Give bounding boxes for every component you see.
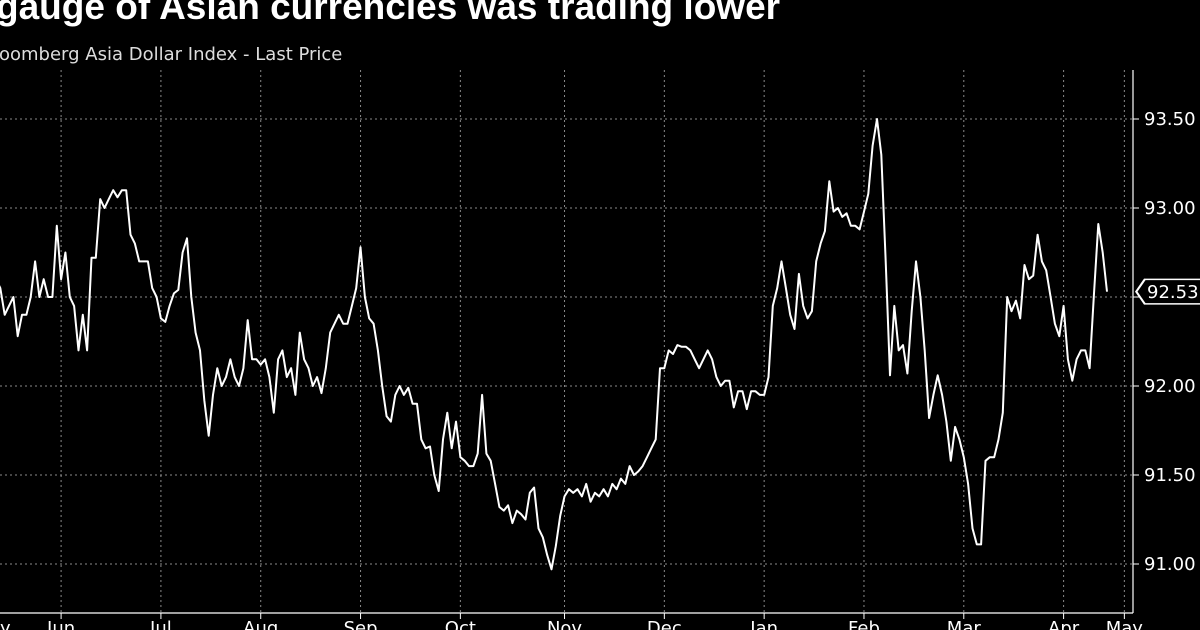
x-tick-label: y: [0, 618, 11, 630]
y-tick-label: 93.50: [1144, 109, 1196, 130]
y-tick-label: 91.50: [1144, 465, 1196, 486]
chart-title: gauge of Asian currencies was trading lo…: [0, 0, 781, 27]
x-tick-label: Sep: [344, 618, 378, 630]
x-tick-label: May: [1106, 618, 1144, 630]
last-value-badge: 92.53: [1135, 278, 1200, 305]
y-tick-label: 92.00: [1144, 376, 1196, 397]
x-tick-label: Dec: [647, 618, 682, 630]
x-tick-label: Feb: [848, 618, 880, 630]
y-tick-label: 91.00: [1144, 554, 1196, 575]
x-tick-label: Oct: [445, 618, 476, 630]
x-tick-label: Jun: [46, 618, 75, 630]
x-tick-label: Jan: [749, 618, 778, 630]
chart-subtitle: loomberg Asia Dollar Index - Last Price: [0, 44, 343, 65]
x-tick-label: Aug: [243, 618, 278, 630]
x-tick-label: Apr: [1048, 618, 1080, 630]
last-value-badge-inner: [1137, 280, 1200, 304]
x-tick-label: Mar: [947, 618, 982, 630]
series-line: [0, 118, 1108, 571]
x-axis: y Jun Jul Aug Sep Oct Nov Dec Jan Feb Mar Apr May: [0, 612, 1144, 630]
y-tick-label: 93.00: [1144, 198, 1196, 219]
grid-lines: [0, 70, 1133, 613]
last-value-label: 92.53: [1147, 282, 1199, 303]
x-tick-label: Nov: [547, 618, 582, 630]
x-tick-label: Jul: [149, 618, 172, 630]
